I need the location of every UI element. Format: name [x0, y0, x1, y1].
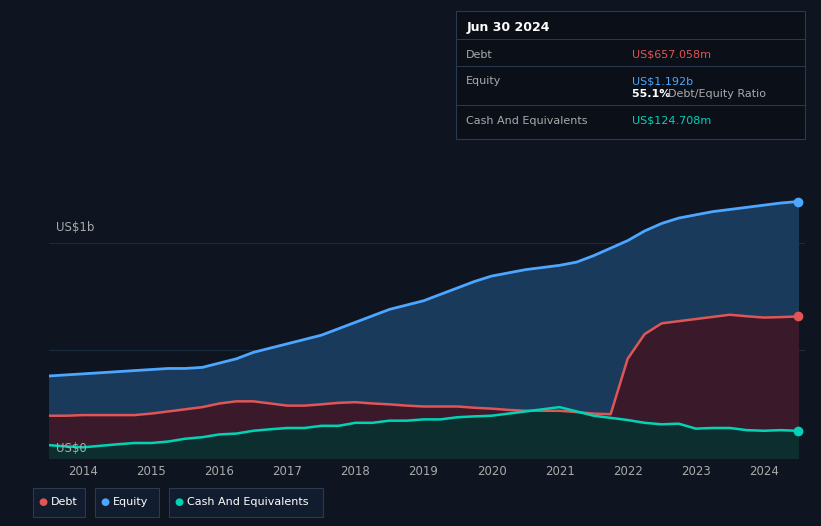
Text: US$0: US$0 [56, 442, 87, 456]
Text: Equity: Equity [112, 497, 148, 508]
Text: US$657.058m: US$657.058m [632, 49, 711, 60]
Text: ●: ● [100, 497, 109, 508]
Text: Debt: Debt [51, 497, 78, 508]
Text: Equity: Equity [466, 76, 502, 86]
Text: US$1.192b: US$1.192b [632, 76, 693, 86]
Text: US$1b: US$1b [56, 221, 94, 234]
Text: Debt/Equity Ratio: Debt/Equity Ratio [668, 88, 766, 99]
Text: ●: ● [39, 497, 47, 508]
Text: Debt: Debt [466, 49, 493, 60]
Text: Cash And Equivalents: Cash And Equivalents [466, 116, 588, 126]
Text: Jun 30 2024: Jun 30 2024 [466, 21, 550, 34]
Text: 55.1%: 55.1% [632, 88, 674, 99]
Text: Cash And Equivalents: Cash And Equivalents [187, 497, 309, 508]
Text: US$124.708m: US$124.708m [632, 116, 712, 126]
Text: ●: ● [175, 497, 183, 508]
